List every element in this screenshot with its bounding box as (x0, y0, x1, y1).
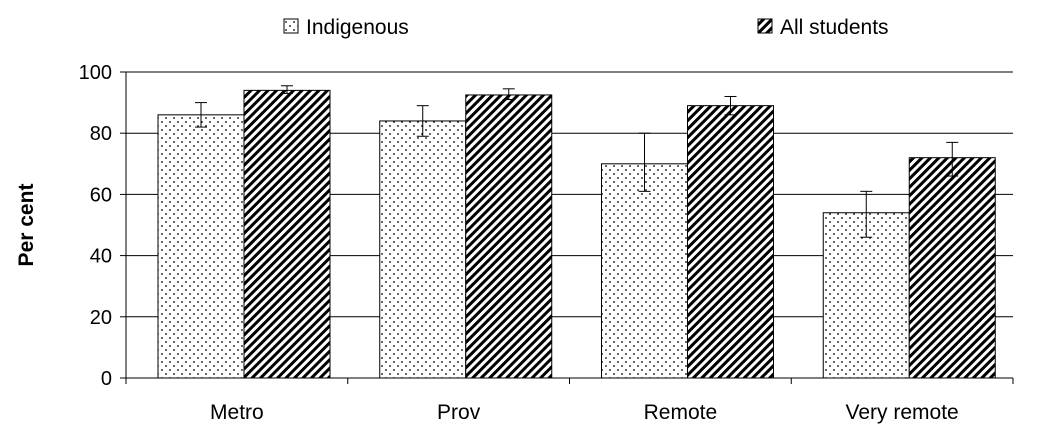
error-bars (195, 85, 959, 238)
y-tick-label: 100 (79, 62, 112, 84)
legend-swatch-all-students (757, 18, 773, 34)
legend: Indigenous All students (283, 16, 889, 39)
axes: 0 20 40 60 80 100 Metro Prov Remote Very remote (79, 62, 1014, 424)
bar-all-students (465, 94, 553, 379)
y-tick-label: 0 (101, 368, 112, 390)
y-tick-label: 60 (90, 184, 112, 206)
legend-swatch-indigenous (283, 18, 299, 34)
legend-label-all-students: All students (780, 16, 889, 39)
legend-label-indigenous: Indigenous (306, 16, 409, 39)
x-category-label: Metro (210, 401, 264, 424)
bar-all-students (908, 157, 996, 379)
bar-all-students (687, 105, 774, 379)
y-tick-label: 80 (90, 123, 112, 145)
x-category-label: Prov (437, 401, 481, 424)
bar-indigenous (601, 163, 688, 379)
x-category-label: Remote (644, 401, 718, 424)
bar-indigenous (157, 114, 245, 379)
x-category-label: Very remote (846, 401, 959, 424)
bar-indigenous (379, 120, 467, 379)
y-tick-label: 40 (90, 246, 112, 268)
y-tick-label: 20 (90, 307, 112, 329)
bar-all-students (243, 89, 331, 379)
y-axis-label: Per cent (15, 184, 38, 267)
bars (157, 89, 996, 379)
